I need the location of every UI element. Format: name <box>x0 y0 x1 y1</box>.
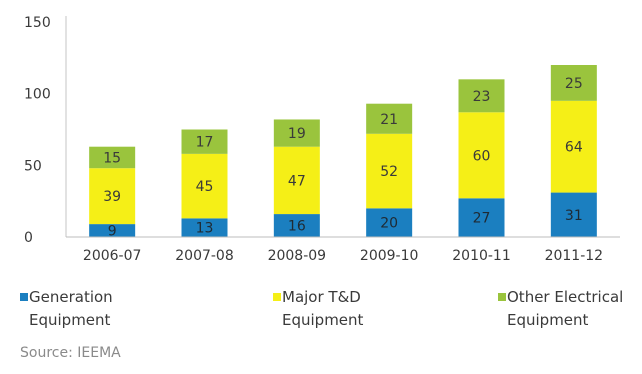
data-label: 27 <box>473 211 491 227</box>
data-label: 52 <box>380 164 398 180</box>
bar-segment-other-electrical-equipment <box>273 119 320 147</box>
data-label: 31 <box>565 208 583 224</box>
y-tick-label: 100 <box>24 87 51 103</box>
legend-label-line1: Major T&D <box>282 288 361 306</box>
y-tick-label: 50 <box>24 158 42 174</box>
bar-segment-generation-equipment <box>89 224 136 237</box>
data-label: 13 <box>196 221 214 237</box>
source-note: Source: IEEMA <box>20 345 121 361</box>
x-tick-label: 2006-07 <box>83 248 142 264</box>
legend-label-line1: Other Electrical <box>507 288 624 306</box>
bar-segment-major-t-d-equipment <box>458 112 505 199</box>
data-label: 64 <box>565 140 583 156</box>
data-label: 39 <box>103 189 121 205</box>
legend-swatch-major-td <box>273 293 281 301</box>
legend-label-line2: Equipment <box>507 311 589 329</box>
x-tick-label: 2009-10 <box>360 248 419 264</box>
bar-segment-major-t-d-equipment <box>181 153 228 219</box>
bar-segment-major-t-d-equipment <box>366 133 413 209</box>
bar-segment-generation-equipment <box>458 198 505 237</box>
data-label: 15 <box>103 150 121 166</box>
bar-segment-other-electrical-equipment <box>458 79 505 113</box>
data-label: 17 <box>196 135 214 151</box>
bar-segment-other-electrical-equipment <box>366 103 413 134</box>
data-label: 9 <box>108 224 117 240</box>
bar-segment-major-t-d-equipment <box>273 146 320 215</box>
bar-segment-generation-equipment <box>550 192 597 237</box>
legend-label-line2: Equipment <box>29 311 111 329</box>
legend-swatch-generation <box>20 293 28 301</box>
bar-segment-other-electrical-equipment <box>89 146 136 169</box>
data-label: 16 <box>288 219 306 235</box>
bar-segment-major-t-d-equipment <box>550 100 597 193</box>
bar-segment-other-electrical-equipment <box>550 65 597 101</box>
data-label: 19 <box>288 126 306 142</box>
data-label: 60 <box>473 148 491 164</box>
legend-label-line2: Equipment <box>282 311 364 329</box>
y-tick-label: 0 <box>24 230 33 246</box>
data-label: 45 <box>196 179 214 195</box>
x-tick-label: 2008-09 <box>268 248 327 264</box>
bar-segment-generation-equipment <box>273 214 320 237</box>
legend-item-major-td-equipment: Major T&D Equipment <box>273 286 363 332</box>
legend-swatch-other-electrical <box>498 293 506 301</box>
bar-segment-other-electrical-equipment <box>181 129 228 154</box>
bar-segment-generation-equipment <box>181 218 228 237</box>
y-tick-label: 150 <box>24 15 51 31</box>
x-tick-label: 2007-08 <box>175 248 234 264</box>
bar-segment-major-t-d-equipment <box>89 168 136 225</box>
bar-segment-generation-equipment <box>366 208 413 237</box>
data-label: 20 <box>380 216 398 232</box>
data-label: 21 <box>380 112 398 128</box>
x-tick-label: 2010-11 <box>452 248 511 264</box>
data-label: 25 <box>565 76 583 92</box>
data-label: 23 <box>473 89 491 105</box>
legend-item-generation-equipment: Generation Equipment <box>20 286 113 332</box>
data-label: 47 <box>288 173 306 189</box>
stacked-bar-chart: 0 50 100 150 9 39 15 2006-07 13 45 17 2007-08 16 47 19… <box>24 15 620 264</box>
x-tick-label: 2011-12 <box>545 248 604 264</box>
legend-item-other-electrical-equipment: Other Electrical Equipment <box>498 286 623 332</box>
legend-label-line1: Generation <box>29 288 113 306</box>
